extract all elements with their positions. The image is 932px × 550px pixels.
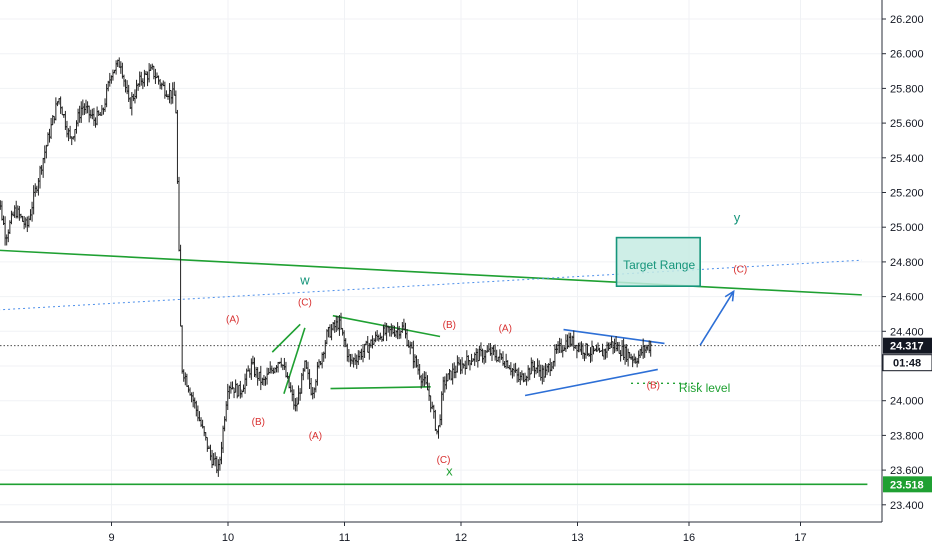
trendline-w-line-1 xyxy=(271,323,301,353)
wave-label: (A) xyxy=(309,431,322,442)
price-tick-label: 25.400 xyxy=(890,153,924,165)
forecast-arrow-head xyxy=(724,289,735,302)
time-tick-label: 17 xyxy=(794,532,806,544)
wave-label: w xyxy=(299,272,310,287)
price-tick-label: 24.600 xyxy=(890,292,924,304)
wave-label: (A) xyxy=(226,315,239,326)
time-axis-background xyxy=(0,522,932,550)
time-tick-label: 9 xyxy=(108,532,114,544)
trendline-tri-upper xyxy=(563,328,665,345)
price-tick-label: 24.000 xyxy=(890,396,924,408)
grid xyxy=(0,0,882,522)
wave-label: (B) xyxy=(252,417,265,428)
price-tick-label: 23.400 xyxy=(890,500,924,512)
trendline-dotted-blue xyxy=(0,259,862,311)
price-axis-background xyxy=(882,0,932,550)
current-price-value: 24.317 xyxy=(890,341,924,353)
time-tick-label: 11 xyxy=(339,532,350,544)
forecast-arrow xyxy=(699,290,735,346)
trendline-w-line-2 xyxy=(283,327,306,395)
wave-label: y xyxy=(734,210,741,225)
trendline-tri-lower xyxy=(524,368,658,397)
current-price-tag xyxy=(883,337,932,354)
price-tick-label: 25.800 xyxy=(890,83,924,95)
price-tick-label: 25.200 xyxy=(890,188,924,200)
wave-label: (B) xyxy=(443,320,456,331)
countdown-tag xyxy=(882,354,932,372)
countdown-value: 01:48 xyxy=(893,358,921,370)
support-price-tag xyxy=(883,476,932,493)
candlestick-series xyxy=(0,57,652,477)
wave-label: x xyxy=(446,463,453,478)
wave-label: (B) xyxy=(647,381,660,392)
wave-label: Risk level xyxy=(679,381,730,395)
price-tick-label: 25.000 xyxy=(890,222,924,234)
target-range-label: Target Range xyxy=(623,258,695,272)
price-tick-label: 26.000 xyxy=(890,49,924,61)
price-tick-label: 23.800 xyxy=(890,430,924,442)
wave-label: (A) xyxy=(499,323,512,334)
time-tick-label: 12 xyxy=(455,532,467,544)
price-tick-label: 25.600 xyxy=(890,118,924,130)
wave-label: (C) xyxy=(437,455,451,466)
trendline-x-lower xyxy=(330,386,431,390)
price-tick-label: 23.600 xyxy=(890,465,924,477)
price-tick-label: 24.400 xyxy=(890,326,924,338)
wave-label: (C) xyxy=(298,297,312,308)
time-tick-label: 16 xyxy=(683,532,695,544)
price-tick-label: 26.200 xyxy=(890,14,924,26)
trendlines xyxy=(0,249,882,486)
support-price-value: 23.518 xyxy=(890,479,924,491)
target-range-box: Target Range xyxy=(615,236,735,346)
time-tick-label: 13 xyxy=(571,532,583,544)
target-range-rect xyxy=(615,236,701,287)
price-tick-label: 24.800 xyxy=(890,257,924,269)
wave-label: (C) xyxy=(733,264,747,275)
trendline-upper-green xyxy=(0,249,862,296)
time-tick-label: 10 xyxy=(222,532,234,544)
